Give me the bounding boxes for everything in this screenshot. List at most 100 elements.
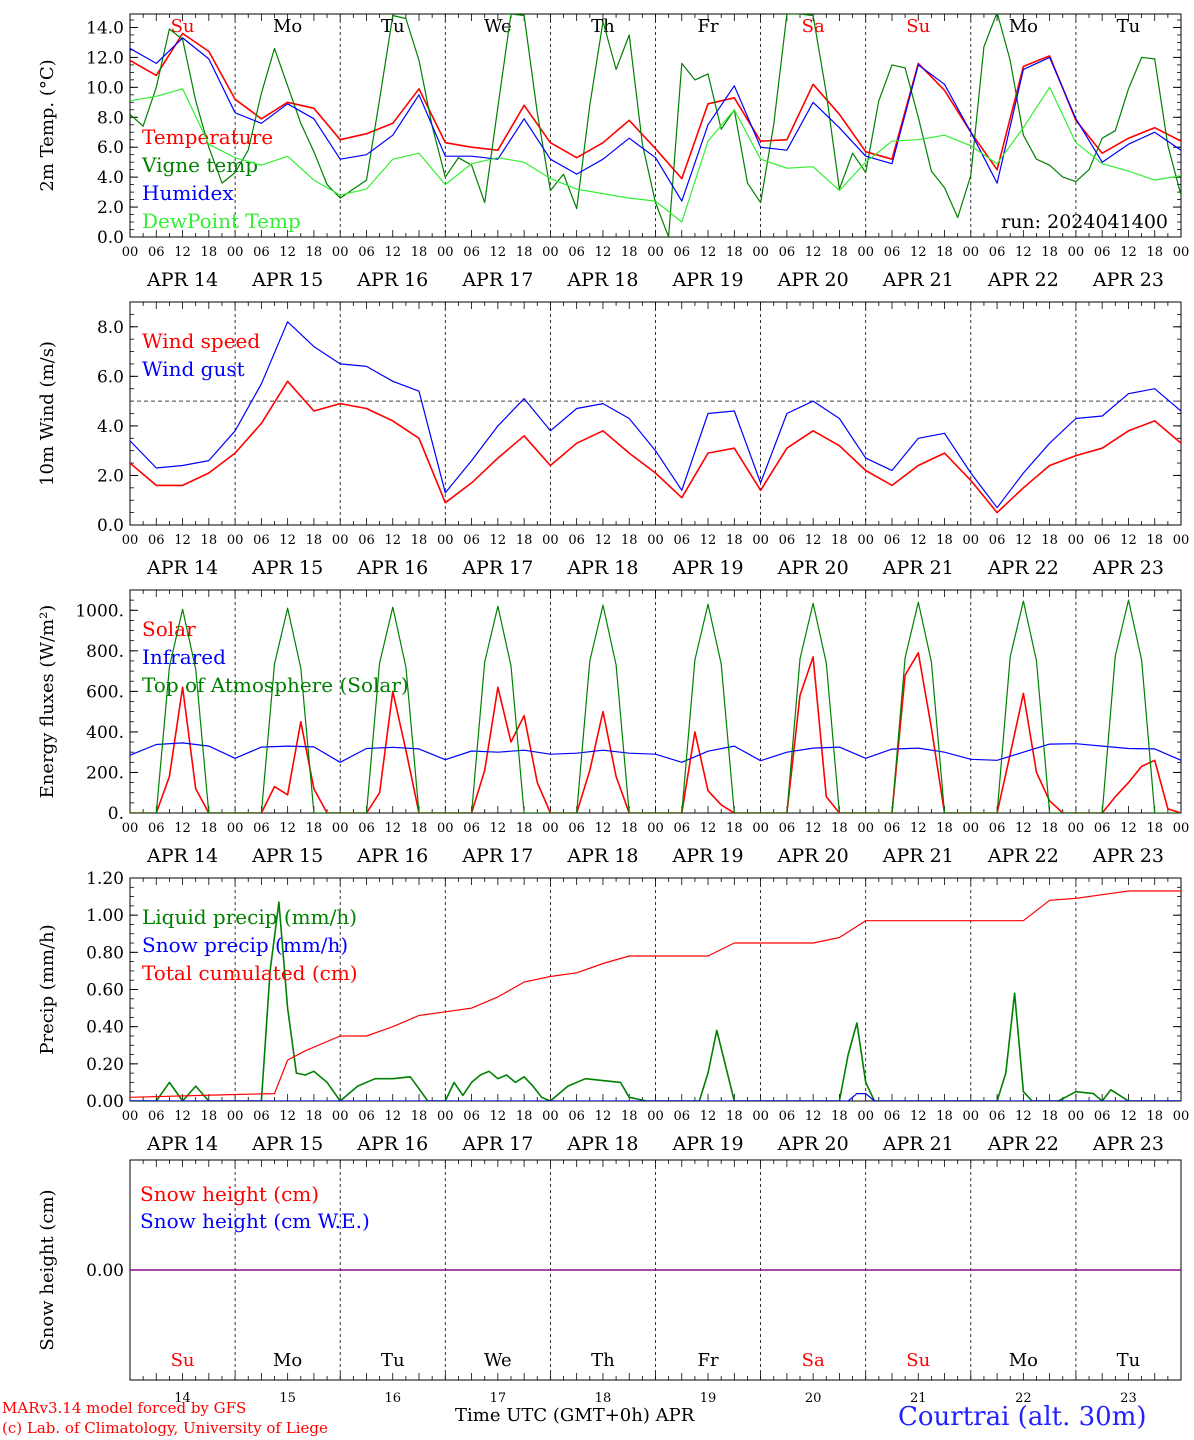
day-number-label: 21 xyxy=(910,1391,927,1406)
panel-2: 0.0 2.0 4.0 6.0 8.0 10m Wind (m/s) 00 06 12 18 APR… xyxy=(37,301,1189,579)
hour-tick-label: 18 xyxy=(621,245,638,260)
hour-tick-label: 18 xyxy=(726,821,743,836)
legend-entry: Vigne temp xyxy=(141,153,258,177)
hour-tick-label: 18 xyxy=(936,533,953,548)
y-tick-label: 0.80 xyxy=(86,943,124,963)
date-label: APR 23 xyxy=(1092,845,1164,867)
y-tick-label: 0.60 xyxy=(86,981,124,1001)
hour-tick-label: 12 xyxy=(1120,533,1137,548)
hour-tick-label: 12 xyxy=(279,1109,296,1124)
hour-tick-label: 06 xyxy=(568,1109,585,1124)
hour-tick-label: 12 xyxy=(805,245,822,260)
hour-tick-label: 00 xyxy=(963,1109,980,1124)
hour-tick-label: 06 xyxy=(463,533,480,548)
hour-tick-label: 12 xyxy=(490,533,507,548)
run-label: run: 2024041400 xyxy=(1001,211,1168,233)
date-label: APR 17 xyxy=(461,845,533,867)
date-label: APR 14 xyxy=(146,557,218,579)
hour-tick-label: 00 xyxy=(122,1109,139,1124)
day-number-label: 18 xyxy=(595,1391,612,1406)
y-tick-label: 600. xyxy=(86,682,124,702)
hour-tick-label: 18 xyxy=(621,533,638,548)
hour-tick-label: 18 xyxy=(831,821,848,836)
hour-tick-label: 12 xyxy=(384,821,401,836)
hour-tick-label: 00 xyxy=(1068,821,1085,836)
series-line-dewpoint-temp xyxy=(130,86,1181,223)
date-label: APR 22 xyxy=(987,845,1059,867)
hour-tick-label: 18 xyxy=(1146,821,1163,836)
day-number-label: 20 xyxy=(805,1391,822,1406)
hour-tick-label: 06 xyxy=(253,1109,270,1124)
weekday-label: Th xyxy=(591,16,615,37)
hour-tick-label: 00 xyxy=(857,821,874,836)
hour-tick-label: 06 xyxy=(989,821,1006,836)
hour-tick-label: 18 xyxy=(1041,533,1058,548)
y-tick-label: 1.20 xyxy=(86,869,124,889)
hour-tick-label: 00 xyxy=(437,1109,454,1124)
hour-tick-label: 06 xyxy=(148,821,165,836)
hour-tick-label: 18 xyxy=(411,533,428,548)
hour-tick-label: 18 xyxy=(516,245,533,260)
hour-tick-label: 18 xyxy=(516,533,533,548)
weekday-label: Mo xyxy=(1009,1350,1038,1371)
hour-tick-label: 12 xyxy=(174,1109,191,1124)
hour-tick-label: 18 xyxy=(306,245,323,260)
hour-tick-label: 18 xyxy=(1146,1109,1163,1124)
hour-tick-label: 12 xyxy=(1015,821,1032,836)
date-label: APR 21 xyxy=(882,845,954,867)
date-label: APR 17 xyxy=(461,269,533,291)
day-number-label: 17 xyxy=(490,1391,507,1406)
hour-tick-label: 00 xyxy=(122,245,139,260)
series-line-total-cumulated-cm- xyxy=(130,890,1181,1098)
hour-tick-label: 12 xyxy=(805,821,822,836)
panel-5: 0.00 Snow height (cm) Su Mo Tu We Th Fr Sa Su Mo Tu… xyxy=(37,1159,1182,1406)
hour-tick-label: 06 xyxy=(148,1109,165,1124)
hour-tick-label: 12 xyxy=(279,245,296,260)
hour-tick-label: 00 xyxy=(437,821,454,836)
date-label: APR 15 xyxy=(251,269,323,291)
hour-tick-label: 06 xyxy=(1094,1109,1111,1124)
hour-tick-label: 18 xyxy=(936,245,953,260)
legend-entry: Solar xyxy=(142,617,196,641)
hour-tick-label: 18 xyxy=(936,821,953,836)
hour-tick-label: 12 xyxy=(174,533,191,548)
plot-frame xyxy=(129,589,1182,814)
y-tick-label: 6.0 xyxy=(97,367,124,387)
hour-tick-label: 18 xyxy=(306,1109,323,1124)
hour-tick-label: 18 xyxy=(411,245,428,260)
hour-tick-label: 18 xyxy=(516,821,533,836)
weekday-label: Su xyxy=(171,1350,195,1371)
hour-tick-label: 18 xyxy=(1146,533,1163,548)
hour-tick-label: 00 xyxy=(647,533,664,548)
y-tick-label: 1.00 xyxy=(86,906,124,926)
hour-tick-label: 12 xyxy=(384,533,401,548)
series-line-wind-speed xyxy=(130,380,1181,514)
hour-tick-label: 12 xyxy=(595,821,612,836)
hour-tick-label: 12 xyxy=(805,1109,822,1124)
hour-tick-label: 18 xyxy=(726,245,743,260)
date-label: APR 15 xyxy=(251,1133,323,1155)
weekday-label: Su xyxy=(906,1350,930,1371)
weekday-label: Su xyxy=(171,16,195,37)
date-label: APR 19 xyxy=(672,845,744,867)
x-axis-title: Time UTC (GMT+0h) APR xyxy=(455,1405,694,1426)
hour-tick-label: 00 xyxy=(227,1109,244,1124)
hour-tick-label: 00 xyxy=(857,245,874,260)
date-label: APR 21 xyxy=(882,269,954,291)
weekday-label: Tu xyxy=(1117,16,1141,37)
y-tick-label: 0.00 xyxy=(86,1092,124,1112)
hour-tick-label: 00 xyxy=(1068,1109,1085,1124)
hour-tick-label: 00 xyxy=(752,821,769,836)
hour-tick-label: 00 xyxy=(1173,1109,1190,1124)
date-label: APR 16 xyxy=(356,269,428,291)
hour-tick-label: 12 xyxy=(279,533,296,548)
legend-entry: Snow precip (mm/h) xyxy=(142,933,348,957)
hour-tick-label: 06 xyxy=(568,821,585,836)
date-label: APR 22 xyxy=(987,557,1059,579)
hour-tick-label: 12 xyxy=(490,245,507,260)
hour-tick-label: 00 xyxy=(122,533,139,548)
date-label: APR 22 xyxy=(987,269,1059,291)
hour-tick-label: 06 xyxy=(674,245,691,260)
series-line-vigne-temp xyxy=(130,14,1181,237)
weekday-label: We xyxy=(484,16,512,37)
